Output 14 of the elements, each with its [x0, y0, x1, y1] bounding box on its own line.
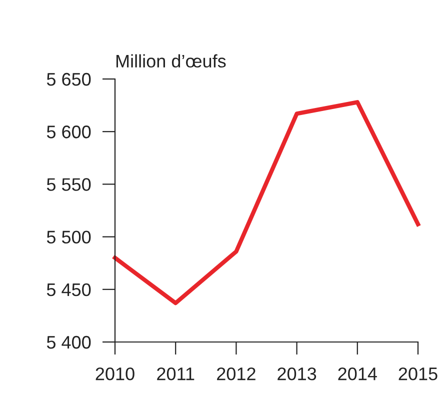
- x-tick-label: 2011: [157, 367, 194, 380]
- x-tick-label: 2012: [217, 367, 256, 380]
- x-tick-label: 2015: [398, 367, 438, 380]
- y-tick-label: 5 500: [46, 230, 91, 244]
- y-tick-label: 5 400: [46, 336, 91, 349]
- y-tick-label: 5 550: [46, 178, 91, 191]
- x-tick-label: 2010: [96, 367, 134, 380]
- y-tick-label: 5 450: [46, 283, 91, 296]
- y-tick-label: 5 600: [46, 126, 91, 138]
- line-series: [112, 100, 420, 306]
- y-tick-label: 5 650: [46, 72, 91, 86]
- y-axis-title: Million d’œufs: [116, 54, 226, 68]
- x-tick-label: 2014: [338, 367, 377, 380]
- x-tick-label: 2013: [278, 367, 316, 380]
